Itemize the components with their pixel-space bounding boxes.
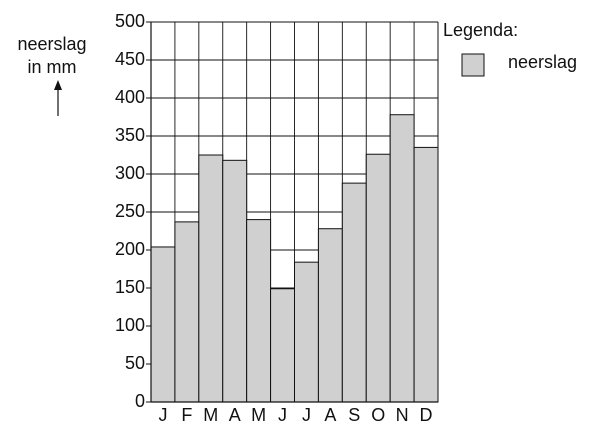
bar — [389, 114, 415, 403]
x-tick-label: N — [396, 405, 409, 425]
y-tick-label: 150 — [115, 277, 145, 297]
x-tick-label: O — [371, 405, 385, 425]
x-tick-label: S — [348, 405, 360, 425]
y-tick-label: 400 — [115, 87, 145, 107]
bar — [294, 261, 319, 403]
bar — [150, 246, 176, 403]
legend-title: Legenda: — [443, 20, 518, 40]
bar — [413, 146, 439, 403]
legend-label: neerslag — [508, 52, 577, 72]
x-tick-label: M — [251, 405, 266, 425]
arrow-head — [54, 80, 62, 90]
y-tick-label: 250 — [115, 201, 145, 221]
y-axis-label: neerslag — [17, 34, 86, 54]
bar — [317, 228, 343, 403]
y-tick-label: 50 — [125, 353, 145, 373]
y-axis-label: in mm — [28, 57, 77, 77]
y-tick-label: 100 — [115, 315, 145, 335]
y-tick-label: 350 — [115, 125, 145, 145]
bar — [270, 288, 296, 403]
y-tick-label: 0 — [135, 391, 145, 411]
x-tick-label: J — [158, 405, 167, 425]
bar — [365, 153, 391, 403]
y-tick-label: 500 — [115, 11, 145, 31]
x-tick-label: M — [203, 405, 218, 425]
bar — [174, 221, 200, 403]
y-tick-label: 300 — [115, 163, 145, 183]
x-tick-label: F — [181, 405, 192, 425]
bar — [246, 219, 272, 403]
x-tick-label: A — [229, 405, 241, 425]
y-tick-label: 450 — [115, 49, 145, 69]
bar — [341, 182, 367, 403]
x-tick-label: J — [302, 405, 311, 425]
x-tick-label: A — [324, 405, 336, 425]
bar — [222, 159, 248, 403]
x-tick-label: J — [278, 405, 287, 425]
x-tick-label: D — [420, 405, 433, 425]
legend-swatch — [461, 53, 485, 77]
y-tick-label: 200 — [115, 239, 145, 259]
bar — [198, 154, 224, 403]
